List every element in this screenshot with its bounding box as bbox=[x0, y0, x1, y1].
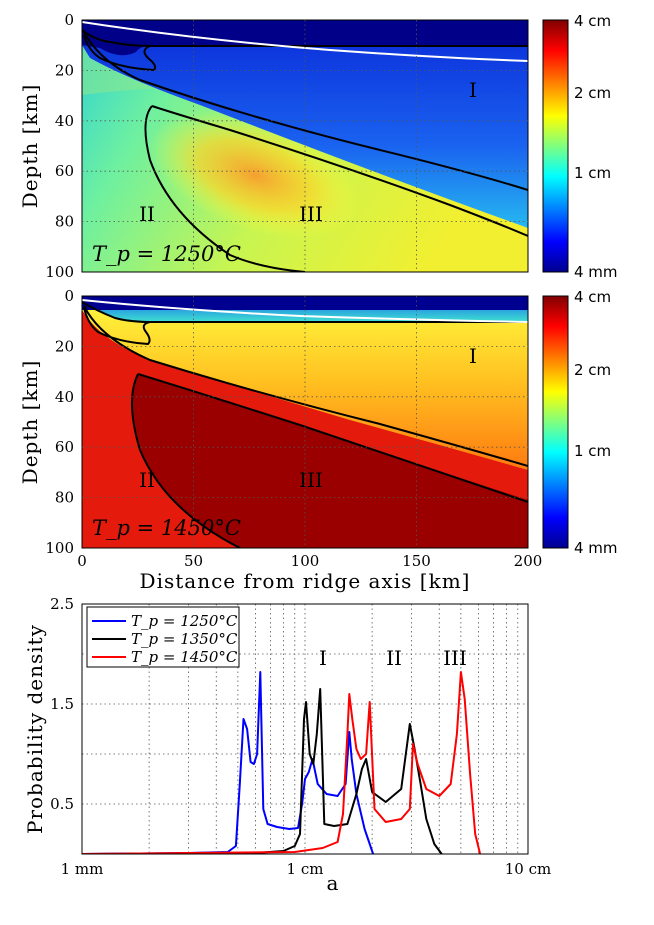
x-ticks-bottom: 1 mm 1 cm 10 cm bbox=[61, 860, 552, 878]
colorbar-tick-4mm-top: 4 mm bbox=[574, 263, 618, 281]
y-ticks-top: 0 20 40 60 80 100 bbox=[45, 11, 528, 281]
colorbar-tick-4mm-mid: 4 mm bbox=[574, 539, 618, 557]
panel-top: I II III T_p = 1250°C 0 20 40 60 80 100 Depth… bbox=[18, 11, 618, 281]
peak-label-ii: II bbox=[386, 646, 402, 670]
x-ticks-middle: 0 50 100 150 200 bbox=[77, 296, 542, 570]
region-label-ii-mid: II bbox=[139, 468, 155, 492]
contour-middle-mid bbox=[83, 305, 528, 467]
contour-lower bbox=[151, 105, 528, 237]
y-tick-label: 40 bbox=[55, 388, 74, 406]
y-tick-label: 80 bbox=[55, 213, 74, 231]
series-line-1 bbox=[82, 688, 443, 854]
region-label-iii-top: III bbox=[299, 202, 323, 226]
peak-label-i: I bbox=[319, 646, 327, 670]
contour-lower-mid bbox=[137, 373, 528, 503]
legend-entries: T_p = 1250°CT_p = 1350°CT_p = 1450°C bbox=[92, 612, 238, 666]
x-tick-label: 1 cm bbox=[287, 860, 324, 878]
y-tick-label: 60 bbox=[55, 162, 74, 180]
region-label-ii-top: II bbox=[139, 202, 155, 226]
panel-bottom: 0.5 1.5 2.5 1 mm 1 cm 10 cm Probability dens… bbox=[23, 595, 551, 895]
tp-annotation-mid: T_p = 1450°C bbox=[92, 516, 241, 540]
contour-notch-mid bbox=[83, 307, 151, 346]
tp-annotation-top: T_p = 1250°C bbox=[92, 242, 241, 266]
region-label-iii-mid: III bbox=[299, 468, 323, 492]
series-line-2 bbox=[82, 671, 482, 854]
series-lines bbox=[82, 671, 482, 854]
colorbar-tick-2cm-mid: 2 cm bbox=[574, 361, 611, 379]
x-ticks-top bbox=[193, 20, 417, 272]
y-tick-label: 0 bbox=[64, 11, 74, 29]
y-tick-label: 20 bbox=[55, 337, 74, 355]
contour-middle bbox=[83, 31, 528, 191]
y-ticks-middle: 0 20 40 60 80 100 bbox=[45, 287, 528, 557]
y-tick-label: 2.5 bbox=[50, 595, 74, 613]
series-line-0 bbox=[82, 671, 375, 854]
isotherm-white-mid bbox=[82, 299, 528, 323]
legend-label-1: T_p = 1350°C bbox=[131, 630, 238, 648]
y-axis-label-bottom: Probability density bbox=[23, 624, 47, 834]
y-axis-label-mid: Depth [km] bbox=[18, 360, 42, 485]
region-label-i-top: I bbox=[469, 78, 477, 102]
colorbar-tick-4cm-top: 4 cm bbox=[574, 12, 611, 30]
x-tick-label: 100 bbox=[291, 552, 320, 570]
x-tick-label: 50 bbox=[184, 552, 203, 570]
region-label-i-mid: I bbox=[469, 344, 477, 368]
x-tick-label: 150 bbox=[402, 552, 431, 570]
y-tick-label: 0 bbox=[64, 287, 74, 305]
legend-label-0: T_p = 1250°C bbox=[131, 612, 238, 630]
y-tick-label: 0.5 bbox=[50, 795, 74, 813]
contours-top bbox=[82, 21, 528, 272]
y-axis-label-top: Depth [km] bbox=[18, 84, 42, 209]
x-axis-label-bottom: a bbox=[327, 871, 340, 895]
contour-upper-mid bbox=[82, 301, 528, 323]
y-tick-label: 80 bbox=[55, 489, 74, 507]
x-axis-label-mid: Distance from ridge axis [km] bbox=[140, 569, 471, 593]
x-tick-label: 0 bbox=[77, 552, 87, 570]
y-tick-label: 100 bbox=[45, 263, 74, 281]
x-tick-label: 1 mm bbox=[61, 860, 104, 878]
y-tick-label: 20 bbox=[55, 61, 74, 79]
isotherm-white bbox=[82, 21, 528, 62]
colorbar-tick-2cm-top: 2 cm bbox=[574, 84, 611, 102]
panel-middle: I II III T_p = 1450°C 0 20 40 60 80 100 0 50 10… bbox=[18, 287, 618, 593]
x-tick-label: 200 bbox=[514, 552, 543, 570]
y-tick-label: 40 bbox=[55, 112, 74, 130]
x-tick-label: 10 cm bbox=[505, 860, 551, 878]
legend: T_p = 1250°CT_p = 1350°CT_p = 1450°C bbox=[86, 606, 240, 668]
y-ticks-bottom: 0.5 1.5 2.5 bbox=[50, 595, 74, 813]
legend-label-2: T_p = 1450°C bbox=[131, 648, 238, 666]
colorbar-top: 4 cm 2 cm 1 cm 4 mm bbox=[542, 12, 618, 281]
y-tick-label: 100 bbox=[45, 539, 74, 557]
contour-region-ii bbox=[144, 105, 306, 272]
colorbar-tick-1cm-mid: 1 cm bbox=[574, 442, 611, 460]
peak-label-iii: III bbox=[443, 646, 467, 670]
colorbar-middle: 4 cm 2 cm 1 cm 4 mm bbox=[542, 288, 618, 557]
contour-upper bbox=[82, 29, 528, 47]
colorbar-tick-1cm-top: 1 cm bbox=[574, 164, 611, 182]
y-tick-label: 1.5 bbox=[50, 695, 74, 713]
y-tick-label: 60 bbox=[55, 438, 74, 456]
colorbar-tick-4cm-mid: 4 cm bbox=[574, 288, 611, 306]
